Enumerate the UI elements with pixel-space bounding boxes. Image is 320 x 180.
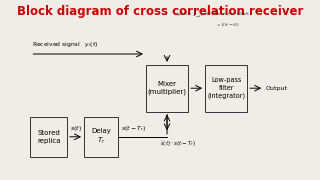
Bar	[146, 65, 188, 112]
Bar	[84, 117, 118, 157]
Text: $\tilde{s}(t)\cdot s(t-T_r)$: $\tilde{s}(t)\cdot s(t-T_r)$	[160, 140, 196, 149]
Text: Stored
replica: Stored replica	[37, 130, 60, 144]
Bar	[205, 65, 247, 112]
Text: $= E(t-t_0)$: $= E(t-t_0)$	[216, 22, 240, 29]
Text: Delay
$T_r$: Delay $T_r$	[91, 128, 111, 146]
Text: Output: Output	[266, 86, 288, 91]
Text: $s(t-T_r)$: $s(t-T_r)$	[121, 124, 146, 133]
Text: $s(t)$: $s(t)$	[69, 124, 82, 133]
Text: Mixer
(multiplier): Mixer (multiplier)	[148, 81, 187, 95]
Bar	[30, 117, 67, 157]
Text: Low-pass
filter
(integrator): Low-pass filter (integrator)	[207, 77, 245, 99]
Text: $y_o(t) = \int_{-\infty}^{\infty} y_{ri}(t)\cdot \delta(x-(t_1-t_0))dt$: $y_o(t) = \int_{-\infty}^{\infty} y_{ri}…	[177, 7, 250, 19]
Text: Received signal   $y_i(t)$: Received signal $y_i(t)$	[32, 40, 98, 49]
Text: Block diagram of cross correlation receiver: Block diagram of cross correlation recei…	[17, 5, 303, 18]
